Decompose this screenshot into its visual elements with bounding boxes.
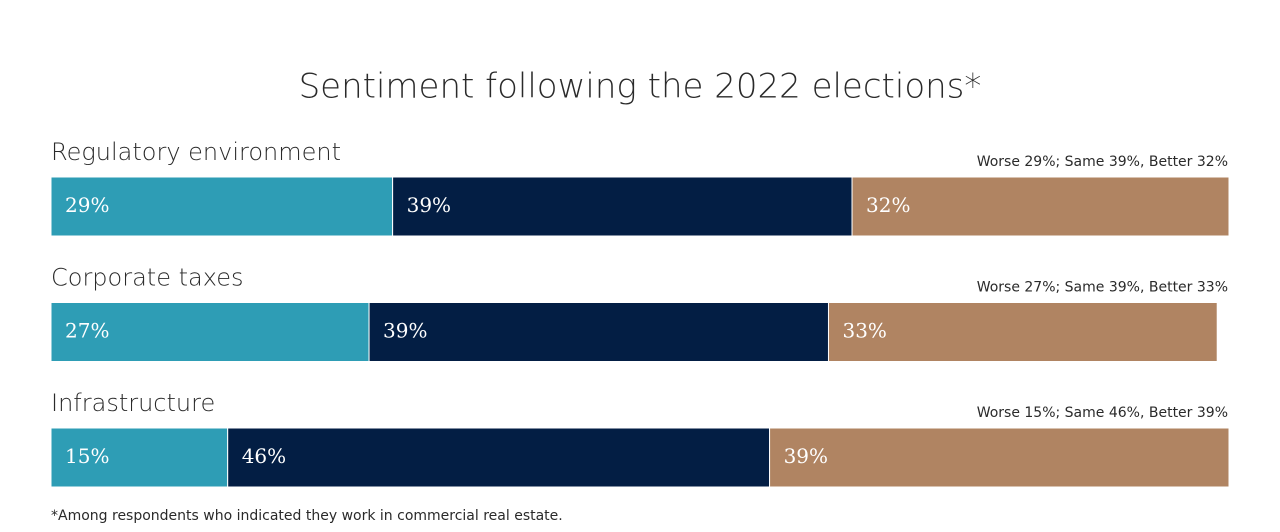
footnote: *Among respondents who indicated they wo… — [51, 508, 563, 524]
value-label: 15% — [65, 444, 109, 468]
value-label: 32% — [866, 193, 910, 217]
bar-segment — [368, 302, 829, 362]
bar-segment — [392, 176, 853, 237]
summary-label: Worse 29%; Same 39%, Better 32% — [977, 154, 1228, 170]
bar-segment — [50, 176, 394, 237]
value-label: 29% — [65, 193, 109, 217]
category-label: Corporate taxes — [51, 264, 243, 292]
bar-segment — [851, 176, 1230, 237]
summary-label: Worse 15%; Same 46%, Better 39% — [977, 405, 1228, 421]
value-label: 39% — [383, 319, 427, 343]
bar-segment — [50, 302, 370, 362]
chart-title: Sentiment following the 2022 elections* — [299, 67, 982, 107]
summary-label: Worse 27%; Same 39%, Better 33% — [977, 280, 1228, 296]
bar-segment — [827, 302, 1218, 362]
value-label: 33% — [842, 319, 886, 343]
category-label: Regulatory environment — [51, 138, 341, 166]
bar-segment — [227, 427, 771, 488]
category-label: Infrastructure — [51, 389, 215, 417]
value-label: 39% — [784, 444, 828, 468]
value-label: 27% — [65, 319, 109, 343]
bar-segment — [769, 427, 1230, 488]
value-label: 39% — [407, 193, 451, 217]
value-label: 46% — [242, 444, 286, 468]
bar-segment — [50, 427, 229, 488]
